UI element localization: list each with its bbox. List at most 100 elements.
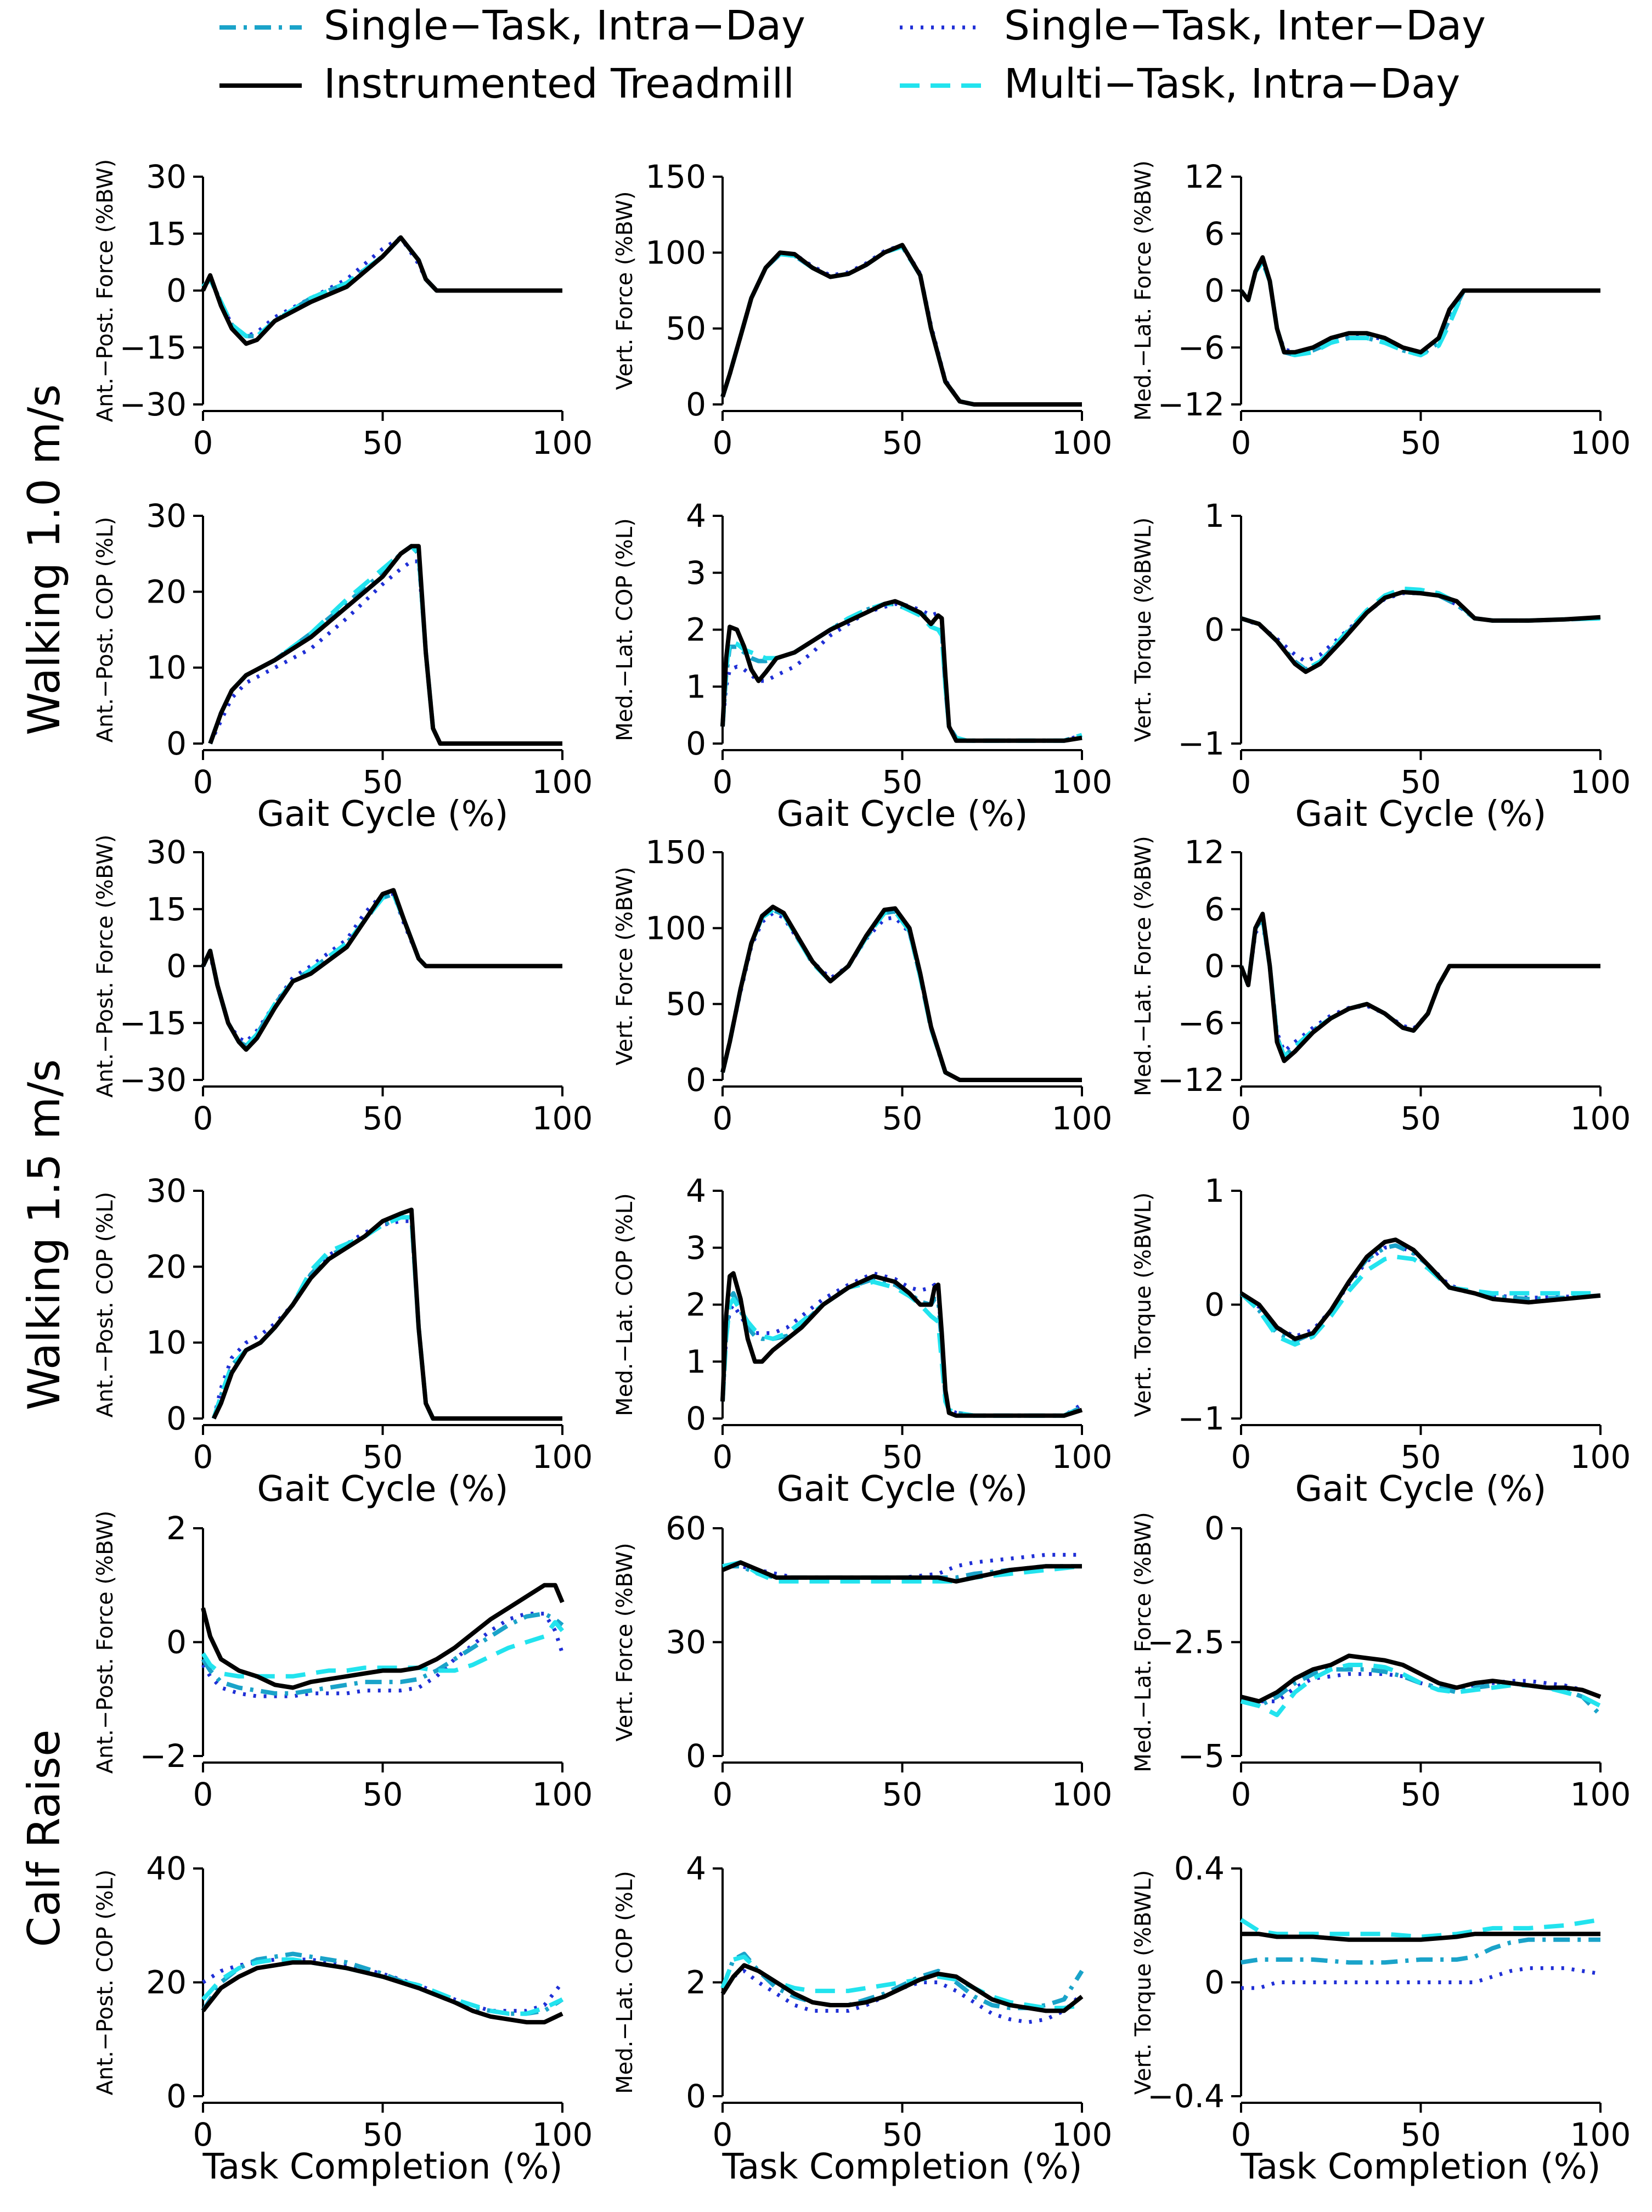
series-line-instrumented-treadmill [1240,590,1601,674]
x-axis-label: Gait Cycle (%) [776,794,1028,835]
y-tick-label: 2 [166,1510,187,1547]
y-tick-label: 0 [166,1400,187,1437]
series-line-multi-task-intra-day [1239,1254,1600,1347]
x-tick-label: 100 [1570,1776,1631,1813]
x-tick-label: 100 [532,1100,593,1137]
x-tick-label: 0 [1231,424,1251,461]
x-axis-label: Gait Cycle (%) [776,1469,1028,1510]
x-tick-label: 50 [882,1776,923,1813]
x-tick-label: 100 [1052,2116,1113,2153]
series-line-single-task-inter-day [201,1612,565,1698]
panel-cr-vf: 60 30 00 50 100 Vert. Force (%BW) [612,1510,1112,1813]
y-tick-label: −15 [120,1004,187,1042]
x-tick-label: 0 [713,2116,733,2153]
series-line-multi-task-intra-day [211,1215,562,1421]
series-line-single-task-inter-day [1239,921,1600,1054]
series-line-multi-task-intra-day [1239,916,1600,1059]
legend-label-single-task-inter-day: Single−Task, Inter−Day [1004,2,1486,49]
y-tick-label: 6 [1204,891,1225,928]
y-tick-label: 0 [1204,1964,1225,2001]
series-line-multi-task-intra-day [201,235,562,339]
series-line-single-task-intra-day [211,1215,562,1421]
x-tick-label: 0 [1231,1438,1251,1476]
x-axis-label: Gait Cycle (%) [1295,794,1546,835]
y-tick-label: 15 [146,215,187,252]
section-label-walking-1-5-m-s: Walking 1.5 m/s [19,1059,70,1410]
x-tick-label: 0 [1231,1100,1251,1137]
series-line-multi-task-intra-day [722,1560,1082,1584]
section-label-walking-1-0-m-s: Walking 1.0 m/s [19,384,70,735]
x-tick-label: 50 [882,1438,923,1476]
y-tick-label: 0 [1204,1510,1225,1547]
y-tick-label: 20 [146,1964,187,2001]
series-line-single-task-inter-day [202,1957,564,2013]
x-axis-label: Gait Cycle (%) [1295,1469,1546,1510]
x-tick-label: 100 [1570,1100,1631,1137]
y-tick-label: −1 [1178,725,1225,762]
y-tick-label: 1 [1204,1172,1225,1209]
series-line-single-task-intra-day [1241,1667,1602,1717]
y-axis-label: Vert. Force (%BW) [612,191,638,390]
panel-cr-apcop: 40 20 00 50 100 Ant.−Post. COP (%L) Task Compl… [93,1850,593,2187]
x-tick-label: 50 [1401,1100,1441,1137]
y-tick-label: 0 [686,1061,706,1099]
y-tick-label: 30 [146,158,187,195]
series-line-single-task-intra-day [201,892,562,1048]
x-tick-label: 50 [363,763,403,801]
y-axis-label: Med.−Lat. Force (%BW) [1131,160,1156,420]
legend-label-instrumented-treadmill: Instrumented Treadmill [324,60,794,108]
series-line-multi-task-intra-day [1240,586,1601,672]
y-tick-label: −0.4 [1147,2078,1225,2115]
y-tick-label: 10 [146,649,187,686]
y-axis-label: Ant.−Post. Force (%BW) [93,1511,118,1774]
y-tick-label: 3 [686,554,706,592]
x-tick-label: 100 [1570,763,1631,801]
y-tick-label: 0 [166,272,187,309]
x-tick-label: 0 [193,763,213,801]
y-tick-label: −30 [120,386,187,423]
series-line-single-task-inter-day [720,243,1082,407]
series-line-instrumented-treadmill [720,1963,1084,2013]
x-tick-label: 0 [193,424,213,461]
y-tick-label: 100 [645,909,706,947]
x-tick-label: 50 [363,1776,403,1813]
y-tick-label: 40 [146,1850,187,1887]
series-line-instrumented-treadmill [201,1960,563,2025]
y-axis-label: Med.−Lat. COP (%L) [612,1871,638,2093]
series-line-instrumented-treadmill [201,888,562,1052]
x-tick-label: 50 [363,424,403,461]
x-tick-label: 50 [882,2116,923,2153]
y-tick-label: 4 [686,1172,706,1209]
series-line-single-task-inter-day [720,602,1083,743]
legend-label-single-task-intra-day: Single−Task, Intra−Day [324,2,805,49]
x-tick-label: 100 [1570,2116,1631,2153]
series-line-instrumented-treadmill [1239,1237,1601,1341]
x-tick-label: 0 [713,424,733,461]
series-line-single-task-intra-day [1239,260,1600,358]
y-tick-label: −1 [1178,1400,1225,1437]
x-tick-label: 0 [1231,2116,1251,2153]
y-axis-label: Med.−Lat. COP (%L) [612,518,638,741]
series-line-single-task-intra-day [1241,1937,1600,1965]
x-tick-label: 50 [882,1100,923,1137]
x-axis-label: Gait Cycle (%) [257,1469,508,1510]
y-axis-label: Vert. Force (%BW) [612,1543,638,1741]
y-axis-label: Med.−Lat. Force (%BW) [1131,836,1156,1096]
x-tick-label: 50 [1401,1776,1441,1813]
x-axis-label: Task Completion (%) [1240,2147,1600,2187]
x-tick-label: 50 [882,763,923,801]
y-tick-label: 0 [686,1737,706,1775]
section-label-calf-raise: Calf Raise [19,1730,70,1948]
y-tick-label: 0 [166,725,187,762]
series-line-single-task-intra-day [1239,916,1600,1059]
series-line-single-task-inter-day [208,559,562,746]
y-tick-label: 150 [645,834,706,871]
y-tick-label: 60 [666,1510,706,1547]
